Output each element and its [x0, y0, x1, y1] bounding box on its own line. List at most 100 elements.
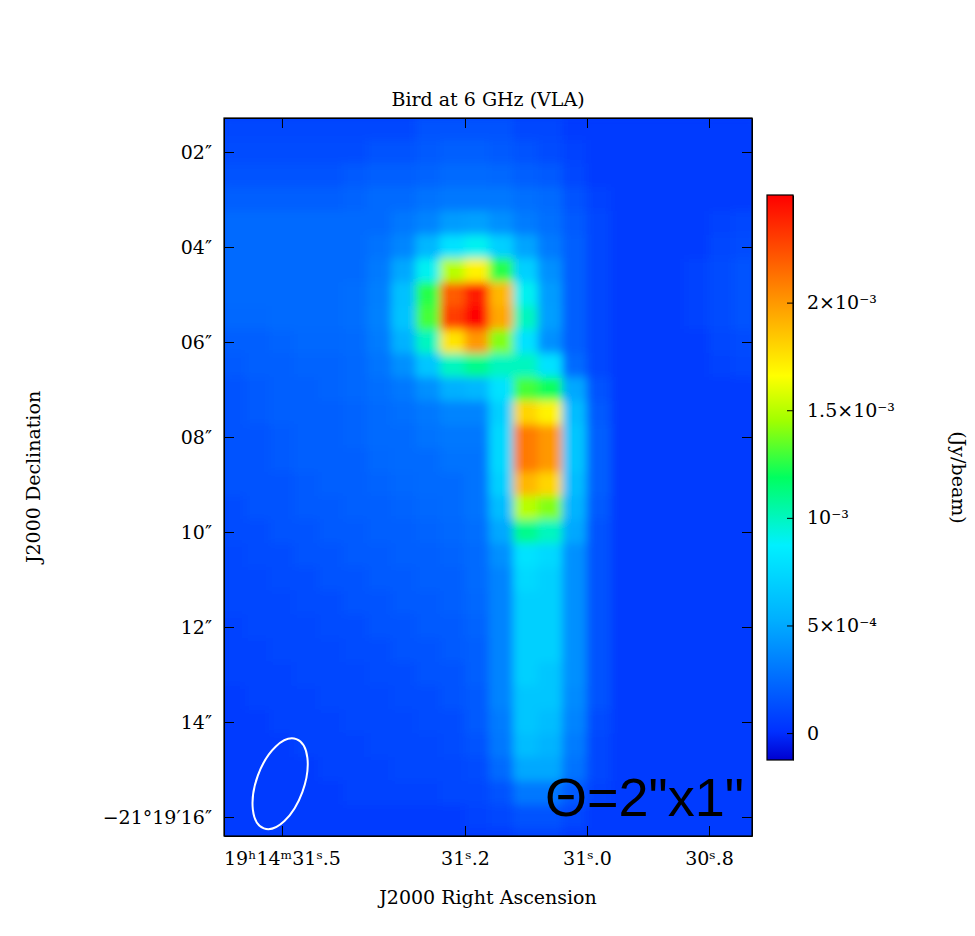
- heatmap-cell: [538, 472, 563, 497]
- heatmap-cell: [586, 710, 611, 735]
- heatmap-cell: [342, 662, 367, 687]
- heatmap-cell: [513, 282, 538, 307]
- heatmap-cell: [733, 520, 752, 545]
- heatmap-cell: [342, 710, 367, 735]
- heatmap-cell: [367, 638, 392, 663]
- heatmap-cell: [440, 187, 465, 212]
- heatmap-cell: [440, 733, 465, 758]
- heatmap-cell: [269, 118, 294, 141]
- heatmap-cell: [611, 401, 636, 426]
- heatmap-cell: [224, 591, 246, 616]
- heatmap-cell: [440, 425, 465, 450]
- heatmap-cell: [538, 118, 563, 141]
- heatmap-cell: [562, 448, 587, 473]
- heatmap-cell: [294, 591, 319, 616]
- heatmap-cell: [562, 187, 587, 212]
- heatmap-cell: [538, 401, 563, 426]
- heatmap-cell: [224, 638, 246, 663]
- heatmap-cell: [464, 448, 489, 473]
- heatmap-cell: [464, 686, 489, 711]
- heatmap-cell: [660, 282, 685, 307]
- heatmap-cell: [513, 472, 538, 497]
- heatmap-cell: [464, 805, 489, 830]
- heatmap-cell: [245, 543, 270, 568]
- heatmap-cell: [416, 615, 441, 640]
- heatmap-cell: [294, 828, 319, 836]
- tick-label: 31ˢ.0: [563, 847, 612, 869]
- heatmap-cell: [224, 282, 246, 307]
- tick-mark: [742, 532, 752, 533]
- heatmap-cell: [416, 472, 441, 497]
- heatmap-cell: [660, 543, 685, 568]
- heatmap-cell: [391, 353, 416, 378]
- heatmap-cell: [245, 686, 270, 711]
- heatmap-cell: [660, 187, 685, 212]
- heatmap-cell: [562, 306, 587, 331]
- heatmap-cell: [245, 187, 270, 212]
- heatmap-cell: [538, 140, 563, 165]
- heatmap-cell: [269, 520, 294, 545]
- heatmap-cell: [367, 377, 392, 402]
- heatmap-cell: [367, 472, 392, 497]
- heatmap-cell: [367, 686, 392, 711]
- heatmap-cell: [391, 140, 416, 165]
- heatmap-cell: [733, 140, 752, 165]
- heatmap-cell: [245, 781, 270, 806]
- heatmap-cell: [733, 401, 752, 426]
- heatmap-cell: [269, 140, 294, 165]
- heatmap-cell: [416, 662, 441, 687]
- heatmap-cell: [416, 306, 441, 331]
- heatmap-cell: [635, 425, 660, 450]
- heatmap-cell: [635, 211, 660, 236]
- heatmap-cell: [391, 118, 416, 141]
- heatmap-cell: [708, 686, 733, 711]
- tick-mark: [224, 342, 234, 343]
- tick-mark: [787, 303, 793, 304]
- plot-frame: [224, 118, 752, 836]
- heatmap-cell: [586, 662, 611, 687]
- heatmap-cell: [269, 781, 294, 806]
- heatmap-cell: [245, 425, 270, 450]
- heatmap-cell: [342, 591, 367, 616]
- heatmap-cell: [318, 118, 343, 141]
- heatmap-cell: [245, 211, 270, 236]
- heatmap-cell: [513, 615, 538, 640]
- heatmap-cell: [562, 163, 587, 188]
- heatmap-cell: [269, 377, 294, 402]
- heatmap-cell: [464, 520, 489, 545]
- heatmap-cell: [245, 710, 270, 735]
- heatmap-cell: [342, 805, 367, 830]
- tick: 10⁻³: [787, 506, 849, 528]
- heatmap-cell: [684, 472, 709, 497]
- colorbar-title: (Jy/beam): [948, 431, 970, 523]
- heatmap-cell: [586, 425, 611, 450]
- heatmap-cell: [708, 828, 733, 836]
- heatmap-cell: [342, 638, 367, 663]
- heatmap-cell: [391, 187, 416, 212]
- heatmap-cell: [660, 163, 685, 188]
- heatmap-cell: [318, 781, 343, 806]
- heatmap-cell: [684, 733, 709, 758]
- heatmap-cell: [342, 140, 367, 165]
- heatmap-cell: [513, 757, 538, 782]
- heatmap-cell: [562, 330, 587, 355]
- heatmap-cell: [318, 615, 343, 640]
- heatmap-cell: [416, 353, 441, 378]
- heatmap-cell: [538, 353, 563, 378]
- heatmap-cell: [635, 638, 660, 663]
- heatmap-cell: [733, 235, 752, 260]
- heatmap-cell: [367, 662, 392, 687]
- heatmap-cell: [224, 211, 246, 236]
- heatmap-cell: [586, 377, 611, 402]
- heatmap-cell: [367, 401, 392, 426]
- heatmap-cell: [611, 828, 636, 836]
- heatmap-cell: [635, 448, 660, 473]
- heatmap-cell: [464, 377, 489, 402]
- heatmap-cell: [684, 282, 709, 307]
- heatmap-cell: [440, 662, 465, 687]
- heatmap-cell: [489, 330, 514, 355]
- heatmap-cell: [224, 163, 246, 188]
- heatmap-cell: [342, 520, 367, 545]
- heatmap-cell: [489, 472, 514, 497]
- heatmap-cell: [367, 757, 392, 782]
